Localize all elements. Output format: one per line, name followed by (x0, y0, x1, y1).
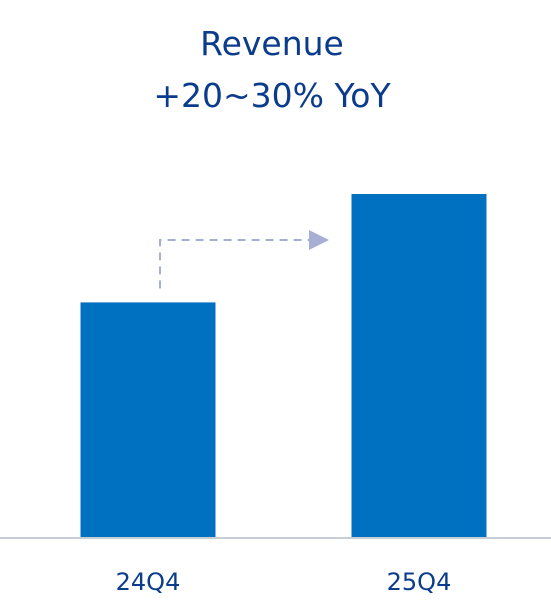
bar-24Q4 (80, 302, 216, 538)
bar-25Q4 (351, 194, 487, 539)
growth-arrow (159, 230, 329, 289)
x-tick-label: 25Q4 (387, 568, 452, 596)
chart-title-block: Revenue +20~30% YoY (0, 18, 551, 122)
chart-subtitle: +20~30% YoY (153, 76, 391, 115)
x-tick-label: 24Q4 (116, 568, 181, 596)
chart-title: Revenue (200, 24, 344, 63)
